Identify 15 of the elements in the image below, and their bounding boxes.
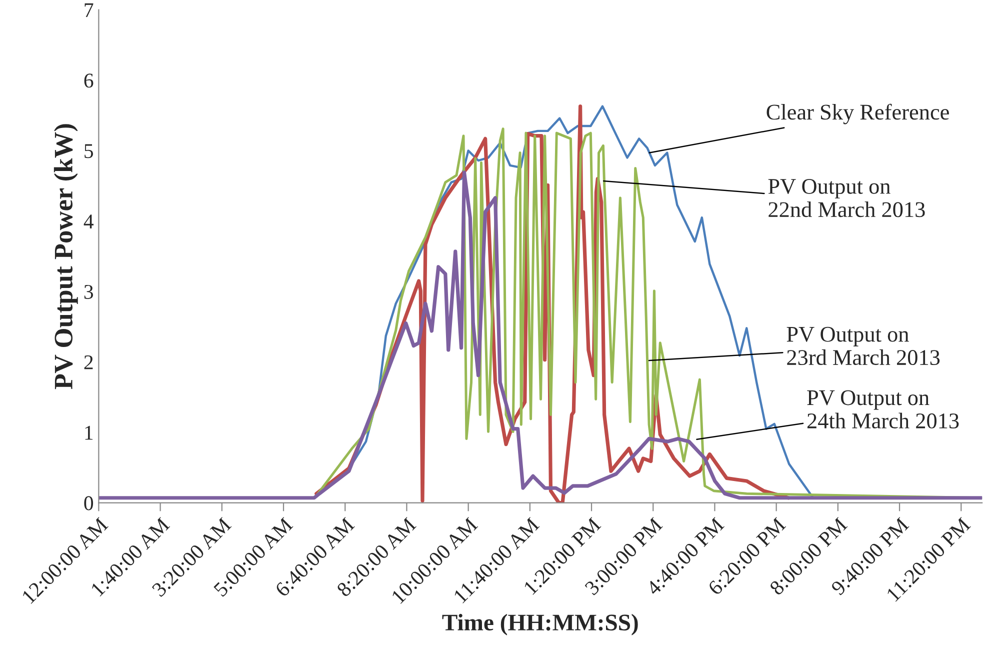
annotation: PV Output on 22nd March 2013 xyxy=(768,178,925,218)
annotation: PV Output on 23rd March 2013 xyxy=(786,326,940,366)
y-tick-label: 6 xyxy=(84,74,94,88)
y-tick-label: 1 xyxy=(85,426,93,440)
y-tick-label: 7 xyxy=(84,3,94,18)
y-axis-title: PV Output Power (kW) xyxy=(54,124,78,390)
y-tick-label: 3 xyxy=(84,284,94,299)
annotation: PV Output on 24th March 2013 xyxy=(807,390,959,428)
annotation: Clear Sky Reference xyxy=(766,104,949,124)
y-tick-label: 2 xyxy=(84,355,93,370)
y-tick-label: 5 xyxy=(84,144,94,158)
line-series xyxy=(98,170,982,500)
y-tick-label: 0 xyxy=(84,496,94,510)
x-axis-title: Time (HH:MM:SS) xyxy=(442,614,638,636)
y-tick-label: 4 xyxy=(84,214,94,228)
